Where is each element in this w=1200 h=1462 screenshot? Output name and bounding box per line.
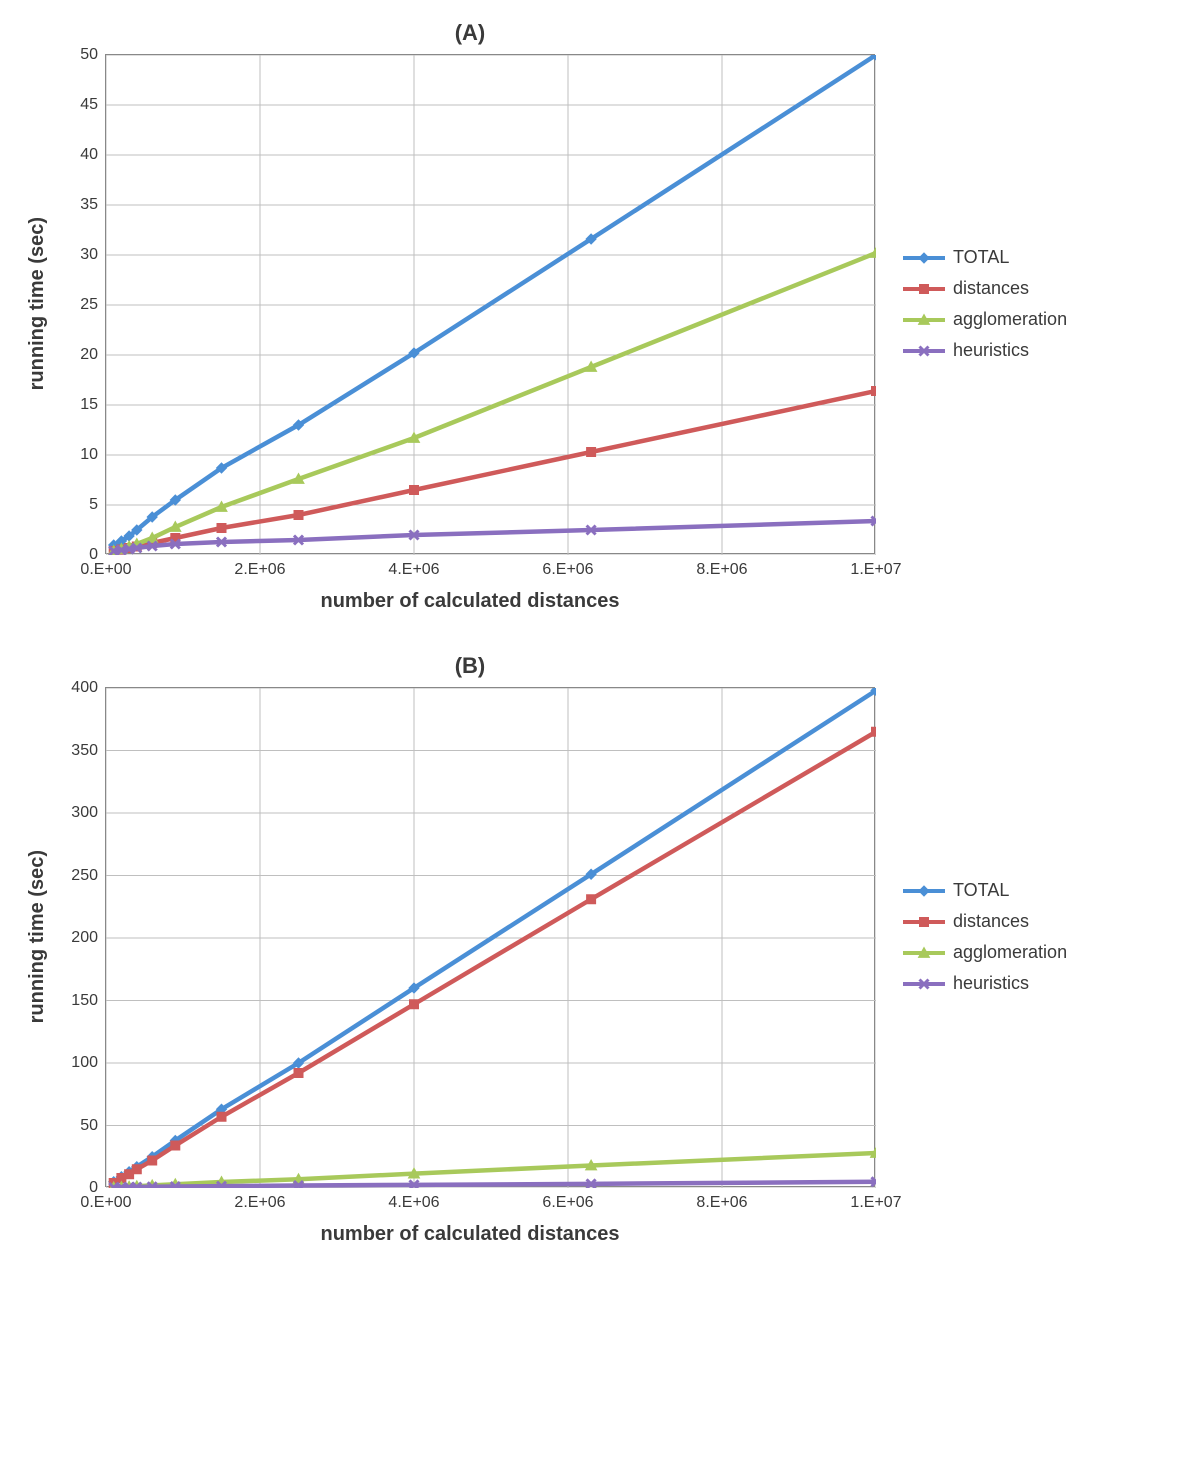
legend-label: TOTAL: [953, 247, 1009, 268]
panel-a-plot: 051015202530354045500.E+002.E+064.E+066.…: [105, 54, 875, 554]
legend-label: heuristics: [953, 340, 1029, 361]
ytick-label: 100: [71, 1054, 106, 1072]
ytick-label: 45: [80, 96, 106, 114]
x-icon: [903, 975, 945, 993]
ytick-label: 200: [71, 929, 106, 947]
legend-item-distances: distances: [903, 911, 1067, 932]
legend-label: TOTAL: [953, 880, 1009, 901]
ytick-label: 350: [71, 742, 106, 760]
xtick-label: 1.E+07: [850, 553, 901, 579]
panel-a: (A) running time (sec) 05101520253035404…: [20, 20, 1180, 613]
legend-label: agglomeration: [953, 309, 1067, 330]
xtick-label: 2.E+06: [234, 1186, 285, 1212]
figure: (A) running time (sec) 05101520253035404…: [20, 20, 1180, 1246]
legend-item-heuristics: heuristics: [903, 973, 1067, 994]
legend-item-heuristics: heuristics: [903, 340, 1067, 361]
ytick-label: 15: [80, 396, 106, 414]
panel-b: (B) running time (sec) 05010015020025030…: [20, 653, 1180, 1246]
ytick-label: 50: [80, 46, 106, 64]
panel-b-ylabel: running time (sec): [20, 850, 55, 1023]
xtick-label: 1.E+07: [850, 1186, 901, 1212]
xtick-label: 8.E+06: [696, 1186, 747, 1212]
xtick-label: 2.E+06: [234, 553, 285, 579]
ytick-label: 35: [80, 196, 106, 214]
legend-label: distances: [953, 278, 1029, 299]
panel-b-legend: TOTAL distances agglomeration heuristics: [875, 870, 1067, 1004]
square-icon: [903, 280, 945, 298]
ytick-label: 30: [80, 246, 106, 264]
panel-b-title: (B): [20, 653, 1180, 679]
x-icon: [903, 342, 945, 360]
ytick-label: 10: [80, 446, 106, 464]
ytick-label: 150: [71, 992, 106, 1010]
ytick-label: 5: [89, 496, 106, 514]
legend-label: distances: [953, 911, 1029, 932]
ytick-label: 20: [80, 346, 106, 364]
diamond-icon: [903, 882, 945, 900]
square-icon: [903, 913, 945, 931]
panel-a-title: (A): [20, 20, 1180, 46]
legend-label: heuristics: [953, 973, 1029, 994]
ytick-label: 250: [71, 867, 106, 885]
panel-b-plot: 0501001502002503003504000.E+002.E+064.E+…: [105, 687, 875, 1187]
xtick-label: 8.E+06: [696, 553, 747, 579]
xtick-label: 0.E+00: [80, 1186, 131, 1212]
ytick-label: 300: [71, 804, 106, 822]
triangle-icon: [903, 944, 945, 962]
xtick-label: 0.E+00: [80, 553, 131, 579]
ytick-label: 40: [80, 146, 106, 164]
legend-item-total: TOTAL: [903, 247, 1067, 268]
legend-item-distances: distances: [903, 278, 1067, 299]
xtick-label: 4.E+06: [388, 1186, 439, 1212]
ytick-label: 25: [80, 296, 106, 314]
panel-a-legend: TOTAL distances agglomeration heuristics: [875, 237, 1067, 371]
legend-item-agglomeration: agglomeration: [903, 942, 1067, 963]
legend-label: agglomeration: [953, 942, 1067, 963]
xtick-label: 6.E+06: [542, 1186, 593, 1212]
panel-a-ylabel: running time (sec): [20, 217, 55, 390]
ytick-label: 400: [71, 679, 106, 697]
legend-item-agglomeration: agglomeration: [903, 309, 1067, 330]
diamond-icon: [903, 249, 945, 267]
ytick-label: 50: [80, 1117, 106, 1135]
panel-b-xlabel: number of calculated distances: [20, 1223, 1180, 1246]
triangle-icon: [903, 311, 945, 329]
xtick-label: 4.E+06: [388, 553, 439, 579]
xtick-label: 6.E+06: [542, 553, 593, 579]
panel-a-xlabel: number of calculated distances: [20, 590, 1180, 613]
legend-item-total: TOTAL: [903, 880, 1067, 901]
